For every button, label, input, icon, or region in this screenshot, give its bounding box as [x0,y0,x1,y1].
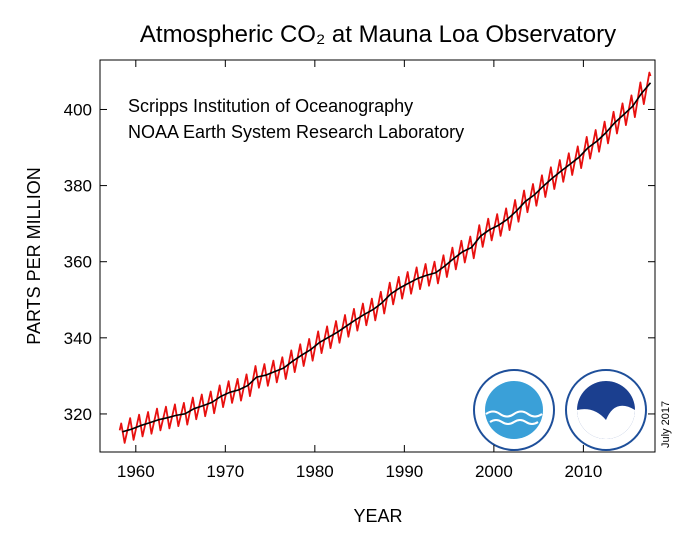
noaa-logo [565,369,647,451]
chart-title: Atmospheric CO₂ at Mauna Loa Observatory [140,21,616,48]
y-tick-label: 320 [64,405,92,424]
y-axis-label: PARTS PER MILLION [24,167,44,344]
y-tick-label: 360 [64,253,92,272]
y-tick-label: 340 [64,329,92,348]
plot-frame [99,59,656,453]
x-tick-label: 2000 [475,462,513,481]
x-tick-label: 1970 [206,462,244,481]
annotation: NOAA Earth System Research Laboratory [128,122,464,142]
annotation: Scripps Institution of Oceanography [128,96,413,116]
series-line [122,82,652,433]
x-tick-label: 1960 [117,462,155,481]
date-note: July 2017 [660,401,672,448]
x-axis-label: YEAR [353,506,402,526]
x-tick-label: 2010 [564,462,602,481]
y-tick-label: 380 [64,177,92,196]
y-tick-label: 400 [64,100,92,119]
series-line [118,71,652,444]
scripps-logo [473,369,555,451]
x-tick-label: 1990 [385,462,423,481]
x-tick-label: 1980 [296,462,334,481]
